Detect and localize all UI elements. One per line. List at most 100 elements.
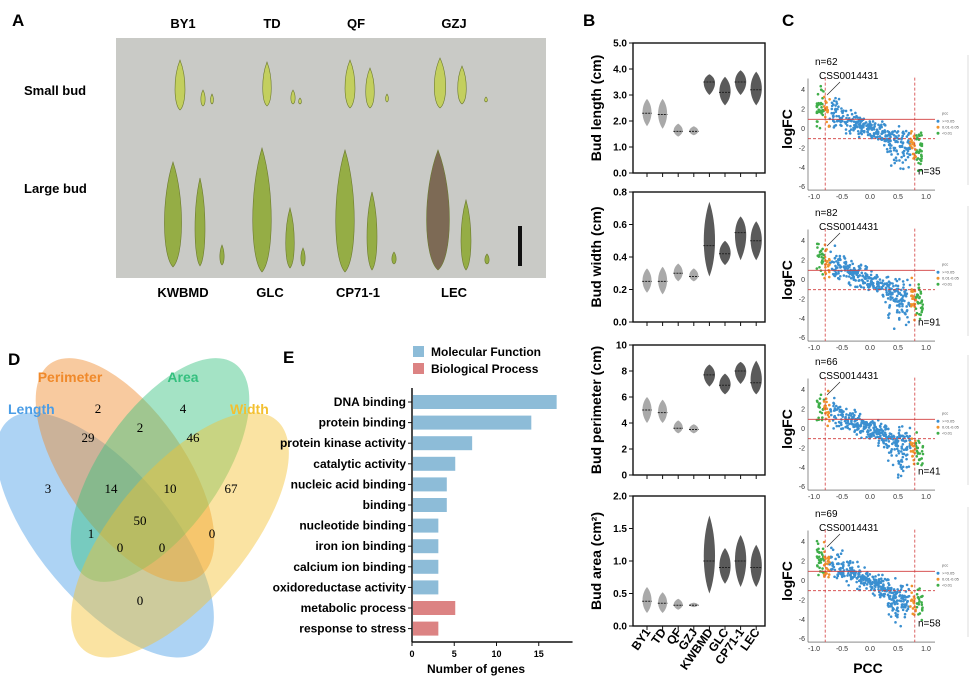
scatter-point [821,416,824,419]
scatter-point [907,133,910,136]
n-left-label: n=66 [815,357,838,368]
scatter-point [824,265,827,269]
scatter-point [826,389,830,393]
violin-TD [658,592,668,613]
scatter-point [822,540,826,544]
scatter-point [900,586,903,589]
scatter-point [911,297,914,301]
y-axis-label: logFC [779,109,795,149]
scatter-point [847,265,851,269]
category-label: response to stress [299,622,406,636]
scatter-point [846,113,849,117]
y-tick-label: 0 [801,126,805,133]
scatter-point [842,265,846,268]
y-tick-label: 2 [801,107,805,114]
scatter-point [898,593,902,597]
scatter-point [893,129,897,133]
scatter-point [843,256,846,260]
scatter-point [887,316,890,319]
violin-GZJ [689,268,699,282]
scatter-point [915,431,918,434]
legend-marker [936,276,940,280]
leaves [164,57,490,273]
scatter-point [893,300,897,303]
scatter-point [873,428,876,432]
y-tick-label: -4 [799,465,805,472]
scatter-point [870,136,874,140]
scatter-point [837,272,840,275]
scatter-point [916,302,920,305]
legend-marker [936,131,940,135]
scatter-point [883,431,887,435]
scatter-point [904,129,908,133]
scatter-point [889,602,893,606]
scatter-point [886,593,890,597]
scatter-point [817,108,821,111]
scatter-point [825,572,828,575]
scatter-point [818,566,821,570]
bar-DNA-binding [413,395,557,409]
scatter-point [878,593,881,597]
scatter-point [830,546,833,550]
scatter-point [887,143,891,147]
bar-nucleotide-binding [413,518,439,533]
scatter-point [825,260,829,264]
scatter-point [896,476,900,479]
leaf [434,57,446,109]
label-by1: BY1 [170,16,195,31]
scatter-point [894,614,898,617]
scatter-point [889,150,893,153]
scatter-point [901,142,905,145]
leaf [298,97,302,105]
scatter-point [880,125,883,129]
scatter-point [815,555,819,558]
violin-KWBMD [703,515,716,594]
y-axis-label: Bud area (cm²) [588,512,604,610]
scatter-point [830,107,834,111]
scatter-point [847,564,851,567]
x-tick-label: -1.0 [808,194,820,201]
y-tick-label: 2 [801,559,805,566]
scatter-point [843,574,846,578]
scatter-point [908,438,911,442]
leaf [210,93,214,105]
scatter-point [820,106,823,109]
scatter-point [815,564,819,567]
legend-title: pcc [942,562,948,567]
scatter-point [866,131,870,134]
scatter-point [873,594,876,597]
n-left-label: n=62 [815,57,838,68]
category-label: DNA binding [334,395,406,409]
scatter-point [892,284,895,288]
scatter-point [817,101,820,105]
scatter-point [891,282,894,285]
scatter-point [815,539,819,543]
scale-bar [518,226,522,266]
scatter-point [912,157,915,160]
bar-protein-binding [413,415,532,430]
violin-BY1 [642,268,652,293]
scatter-point [920,149,923,153]
y-axis-label: Bud perimeter (cm) [588,346,604,474]
plot-frame [632,42,766,174]
bar-metabolic-process [413,601,456,615]
scatter-point [898,433,901,437]
scatter-point [873,122,877,125]
venn-region-count: 2 [137,420,144,435]
scatter-point [884,286,888,290]
scatter-point [910,584,914,588]
scatter-point [821,113,825,117]
scatter-point [837,413,840,417]
scatter-point [827,275,831,279]
violin-TD [658,399,668,423]
scatter-point [887,613,891,616]
scatter-point [904,312,907,316]
scatter-point [876,132,880,136]
scatter-point [877,579,881,583]
x-tick-label: 5 [452,649,457,659]
scatter-point [874,136,878,139]
label-cp71-1: CP71-1 [336,285,380,300]
y-tick-label: 6 [621,393,627,404]
